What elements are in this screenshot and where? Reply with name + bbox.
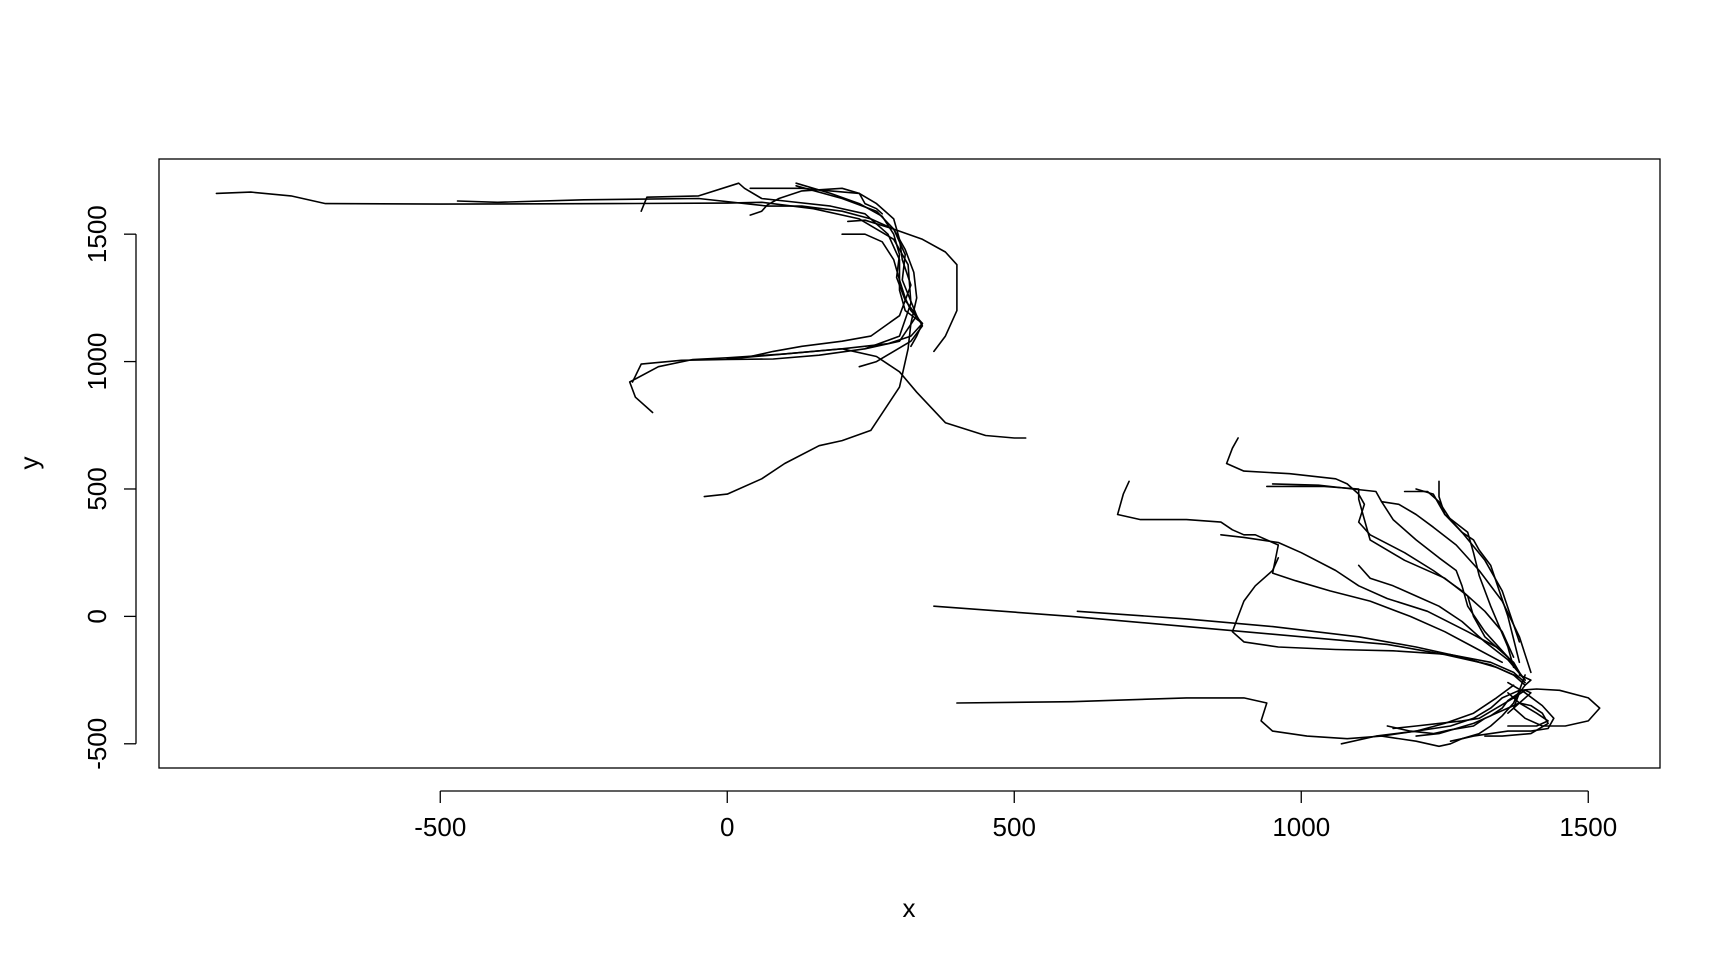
plot-frame xyxy=(158,158,1661,769)
series-line-29 xyxy=(1415,674,1532,737)
y-tick-label: 500 xyxy=(82,467,112,510)
series-line-12 xyxy=(1116,480,1503,664)
series-line-16 xyxy=(1403,490,1521,664)
series-line-18 xyxy=(1415,488,1521,643)
series-line-30 xyxy=(1449,674,1526,742)
series-line-15 xyxy=(1438,480,1515,669)
series-line-4 xyxy=(795,182,924,368)
x-tick-label: 1000 xyxy=(1272,812,1330,842)
data-series-group xyxy=(215,182,1601,748)
series-line-9 xyxy=(703,185,918,498)
series-line-3 xyxy=(628,182,924,414)
series-line-23 xyxy=(1231,557,1526,684)
series-line-22 xyxy=(1220,534,1521,674)
y-tick-label: 1500 xyxy=(82,205,112,263)
series-line-10 xyxy=(726,348,1027,439)
y-axis: -500 0 500 1000 1500 xyxy=(82,205,137,770)
x-axis-title: x xyxy=(903,893,916,923)
series-line-28 xyxy=(1392,689,1532,730)
x-axis: -500 0 500 1000 1500 xyxy=(414,790,1617,842)
y-tick-label: -500 xyxy=(82,718,112,770)
y-tick-label: 0 xyxy=(82,609,112,623)
series-line-21 xyxy=(1076,610,1521,679)
series-line-19 xyxy=(1380,500,1532,674)
series-line-27 xyxy=(1386,702,1549,737)
series-line-13 xyxy=(1266,485,1521,674)
series-line-14 xyxy=(1271,483,1526,681)
y-axis-title: y xyxy=(14,457,44,470)
x-tick-label: 500 xyxy=(993,812,1036,842)
series-line-11 xyxy=(1225,437,1515,658)
series-line-6 xyxy=(726,187,912,360)
x-tick-label: -500 xyxy=(414,812,466,842)
x-tick-label: 1500 xyxy=(1559,812,1617,842)
y-tick-label: 1000 xyxy=(82,333,112,391)
series-line-20 xyxy=(933,605,1526,686)
series-line-31 xyxy=(1507,692,1549,727)
series-line-7 xyxy=(847,219,958,353)
series-line-26 xyxy=(1380,681,1555,748)
series-line-24 xyxy=(956,684,1515,740)
series-line-17 xyxy=(1357,564,1526,681)
series-line-5 xyxy=(749,187,883,216)
series-line-8 xyxy=(841,233,924,348)
series-line-1 xyxy=(215,191,912,383)
x-tick-label: 0 xyxy=(720,812,734,842)
